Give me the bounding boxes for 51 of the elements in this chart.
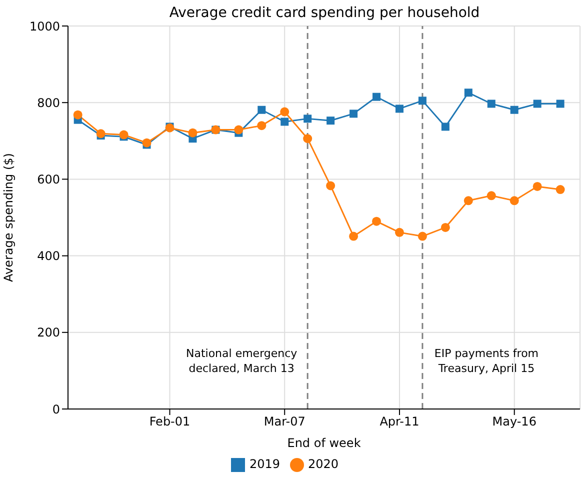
point: [304, 114, 312, 123]
legend-label: 2019: [249, 457, 280, 471]
ref-line-label: EIP payments from Treasury, April 15: [434, 347, 539, 375]
point: [96, 129, 106, 138]
point: [441, 122, 450, 131]
legend-label: 2020: [308, 457, 339, 471]
point: [258, 106, 266, 114]
point: [326, 116, 335, 125]
point: [487, 100, 496, 108]
y-axis-title: Average spending ($): [1, 153, 16, 282]
point: [326, 181, 336, 190]
point: [532, 182, 542, 191]
x-tick-label: Feb-01: [149, 414, 190, 429]
point: [556, 185, 565, 194]
point: [510, 196, 519, 206]
ref-line-label: National emergency declared, March 13: [186, 347, 298, 375]
point: [280, 107, 290, 116]
y-tick-label: 600: [37, 172, 60, 186]
point: [464, 88, 472, 97]
x-tick-label: Mar-07: [264, 414, 306, 429]
point: [142, 138, 152, 148]
y-tick-label: 400: [37, 249, 60, 264]
point: [257, 121, 266, 130]
point: [303, 134, 312, 144]
point: [234, 125, 244, 134]
point: [394, 228, 404, 237]
point: [510, 106, 518, 114]
y-tick-label: 0: [52, 402, 60, 416]
point: [119, 130, 128, 140]
point: [372, 92, 381, 101]
x-tick-label: May-16: [492, 414, 536, 429]
point: [464, 196, 473, 206]
point: [418, 96, 426, 105]
point: [280, 118, 289, 126]
point: [349, 232, 358, 241]
point: [486, 191, 496, 200]
point: [188, 128, 198, 138]
x-axis-title: End of week: [287, 436, 361, 450]
point: [372, 216, 382, 226]
point: [556, 100, 564, 108]
chart-title: Average credit card spending per household: [168, 5, 481, 21]
point: [418, 232, 427, 241]
point: [440, 222, 450, 232]
x-tick-label: Apr-11: [380, 414, 420, 429]
point: [73, 110, 82, 120]
y-tick-label: 800: [37, 96, 60, 110]
point: [395, 104, 404, 113]
point: [533, 100, 542, 108]
y-tick-label: 1000: [29, 19, 60, 34]
point: [350, 110, 358, 118]
y-tick-label: 200: [37, 326, 60, 340]
